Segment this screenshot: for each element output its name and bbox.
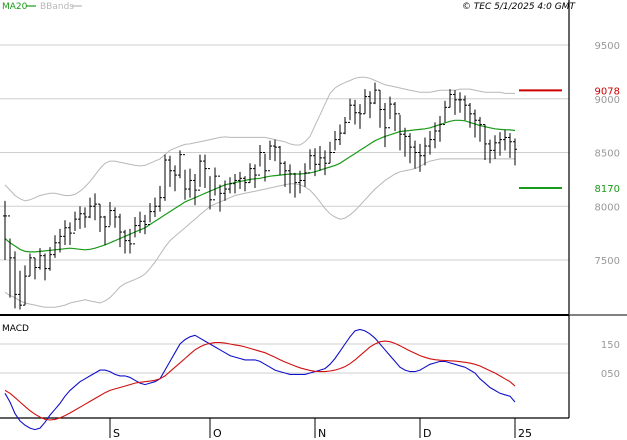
price-levels: 9078 8170 bbox=[519, 86, 620, 195]
bbands-lower-line bbox=[4, 158, 515, 308]
time-tick-label: 25 bbox=[518, 427, 532, 440]
legend-ma20-label: MA20 bbox=[2, 2, 28, 12]
macd-tick-label: 050 bbox=[601, 369, 620, 380]
price-tick-label: 9000 bbox=[595, 95, 620, 106]
copyright-text: © TEC 5/1/2025 4:0 GMT bbox=[462, 2, 577, 12]
time-tick-label: S bbox=[113, 427, 120, 440]
bbands-upper-line bbox=[4, 76, 515, 202]
price-tick-label: 7500 bbox=[595, 256, 620, 267]
support-level-label: 8170 bbox=[595, 184, 620, 195]
ohlc-bars bbox=[3, 82, 517, 310]
price-tick-label: 8500 bbox=[595, 149, 620, 160]
price-tick-label: 9500 bbox=[595, 41, 620, 52]
time-tick-label: O bbox=[213, 427, 222, 440]
macd-tick-labels: 150 050 bbox=[601, 340, 620, 380]
signal-line bbox=[4, 340, 516, 421]
macd-line bbox=[4, 328, 516, 431]
time-tick-label: D bbox=[423, 427, 431, 440]
ma20-line bbox=[4, 119, 516, 253]
legend-bbands-label: BBands bbox=[40, 2, 74, 12]
macd-tick-label: 150 bbox=[601, 340, 620, 351]
macd-gridlines bbox=[0, 343, 569, 374]
price-tick-label: 8000 bbox=[595, 202, 620, 213]
price-tick-labels: 9500 9000 8500 8000 7500 bbox=[595, 41, 620, 267]
macd-title: MACD bbox=[2, 324, 29, 334]
resistance-level-label: 9078 bbox=[595, 86, 620, 97]
time-tick-label: N bbox=[318, 427, 326, 440]
time-tick-labels: S O N D 25 bbox=[109, 418, 532, 440]
